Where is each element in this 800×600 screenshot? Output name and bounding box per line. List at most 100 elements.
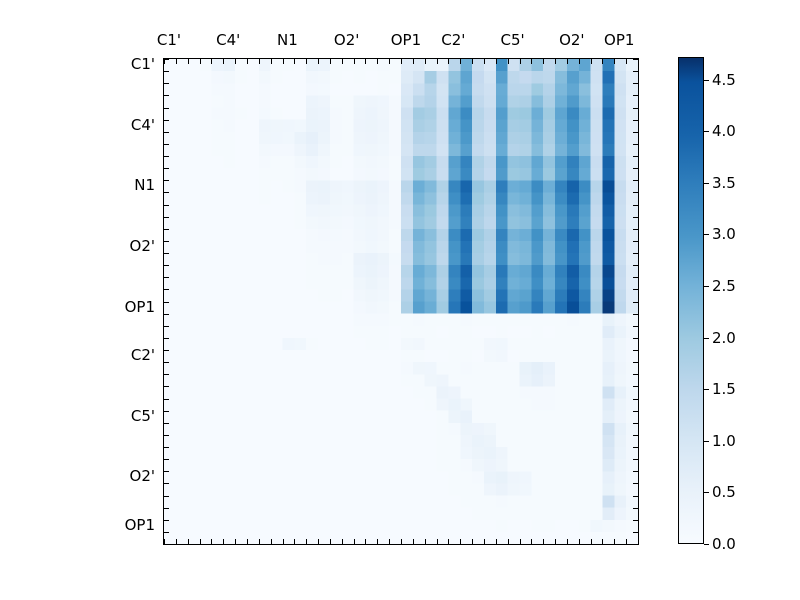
axis-tick bbox=[543, 539, 545, 544]
axis-tick bbox=[633, 228, 638, 230]
axis-tick bbox=[164, 204, 169, 206]
axis-tick bbox=[555, 59, 557, 64]
axis-tick bbox=[472, 539, 474, 544]
colorbar-tick-label: 1.5 bbox=[712, 380, 736, 399]
axis-tick bbox=[294, 539, 296, 544]
axis-tick bbox=[164, 265, 169, 267]
axis-tick bbox=[164, 434, 169, 436]
axis-tick bbox=[164, 253, 169, 254]
axis-tick bbox=[531, 59, 533, 64]
colorbar-tick-label: 1.0 bbox=[712, 431, 736, 450]
axis-tick bbox=[246, 59, 248, 64]
axis-tick bbox=[223, 59, 225, 64]
axis-tick bbox=[578, 539, 580, 544]
axis-tick bbox=[633, 216, 638, 218]
axis-tick bbox=[164, 95, 169, 97]
axis-tick bbox=[602, 539, 604, 544]
axis-tick bbox=[448, 59, 450, 64]
axis-tick bbox=[633, 519, 638, 521]
axis-tick bbox=[164, 131, 169, 133]
axis-tick bbox=[164, 277, 169, 279]
axis-tick bbox=[164, 422, 169, 424]
colorbar-tick bbox=[704, 131, 709, 133]
axis-tick bbox=[164, 519, 169, 521]
axis-tick bbox=[638, 59, 639, 64]
colorbar-tick bbox=[704, 182, 709, 184]
axis-tick bbox=[211, 59, 213, 64]
axis-tick bbox=[626, 539, 628, 544]
y-tick-label: C5' bbox=[130, 406, 155, 425]
axis-tick bbox=[164, 59, 169, 60]
axis-tick bbox=[633, 531, 638, 533]
axis-tick bbox=[164, 447, 169, 448]
x-tick-label: C2' bbox=[441, 31, 466, 49]
axis-tick bbox=[633, 301, 638, 303]
axis-tick bbox=[211, 539, 213, 544]
axis-tick bbox=[164, 459, 169, 461]
y-tick-label: O2' bbox=[129, 467, 155, 486]
axis-tick bbox=[633, 156, 638, 157]
heatmap-axes bbox=[163, 58, 639, 545]
axis-tick bbox=[483, 59, 485, 64]
colorbar-tick bbox=[704, 234, 709, 236]
axis-tick bbox=[519, 59, 521, 64]
axis-tick bbox=[377, 59, 379, 64]
axis-tick bbox=[590, 539, 592, 544]
axis-tick bbox=[614, 59, 616, 64]
colorbar-tick-label: 4.5 bbox=[712, 70, 736, 89]
axis-tick bbox=[187, 59, 189, 64]
axis-tick bbox=[164, 301, 169, 303]
axis-tick bbox=[329, 539, 331, 544]
axis-tick bbox=[294, 59, 296, 64]
axis-tick bbox=[353, 59, 355, 64]
axis-tick bbox=[633, 180, 638, 182]
axis-tick bbox=[460, 539, 462, 544]
axis-tick bbox=[377, 539, 379, 544]
axis-tick bbox=[389, 539, 391, 544]
x-tick-label: N1 bbox=[277, 31, 298, 49]
axis-tick bbox=[633, 168, 638, 170]
axis-tick bbox=[566, 539, 568, 544]
axis-tick bbox=[578, 59, 580, 64]
axis-tick bbox=[633, 83, 638, 85]
axis-tick bbox=[436, 539, 438, 544]
axis-tick bbox=[633, 544, 638, 545]
axis-tick bbox=[164, 350, 169, 351]
axis-tick bbox=[164, 325, 169, 327]
axis-tick bbox=[164, 168, 169, 170]
axis-tick bbox=[633, 422, 638, 424]
axis-tick bbox=[633, 143, 638, 145]
x-tick-label: C5' bbox=[500, 31, 525, 49]
axis-tick bbox=[495, 59, 497, 64]
axis-tick bbox=[436, 59, 438, 64]
x-tick-label: O2' bbox=[559, 31, 585, 49]
x-tick-label: C1' bbox=[156, 31, 181, 49]
axis-tick bbox=[164, 119, 169, 121]
axis-tick bbox=[401, 59, 402, 64]
axis-tick bbox=[164, 544, 169, 545]
colorbar-tick bbox=[704, 440, 709, 442]
axis-tick bbox=[164, 495, 169, 497]
colorbar-tick bbox=[704, 544, 709, 545]
axis-tick bbox=[164, 362, 169, 364]
axis-tick bbox=[531, 539, 533, 544]
axis-tick bbox=[389, 59, 391, 64]
axis-tick bbox=[633, 313, 638, 315]
axis-tick bbox=[164, 107, 169, 109]
axis-tick bbox=[633, 277, 638, 279]
axis-tick bbox=[164, 240, 169, 242]
y-tick-label: C4' bbox=[130, 115, 155, 134]
axis-tick bbox=[164, 410, 169, 412]
axis-tick bbox=[519, 539, 521, 544]
x-tick-label: C4' bbox=[216, 31, 241, 49]
axis-tick bbox=[633, 131, 638, 133]
axis-tick bbox=[164, 337, 169, 339]
axis-tick bbox=[483, 539, 485, 544]
axis-tick bbox=[424, 59, 426, 64]
axis-tick bbox=[633, 350, 638, 351]
axis-tick bbox=[590, 59, 592, 64]
axis-tick bbox=[633, 119, 638, 121]
axis-tick bbox=[164, 313, 169, 315]
axis-tick bbox=[633, 59, 638, 60]
